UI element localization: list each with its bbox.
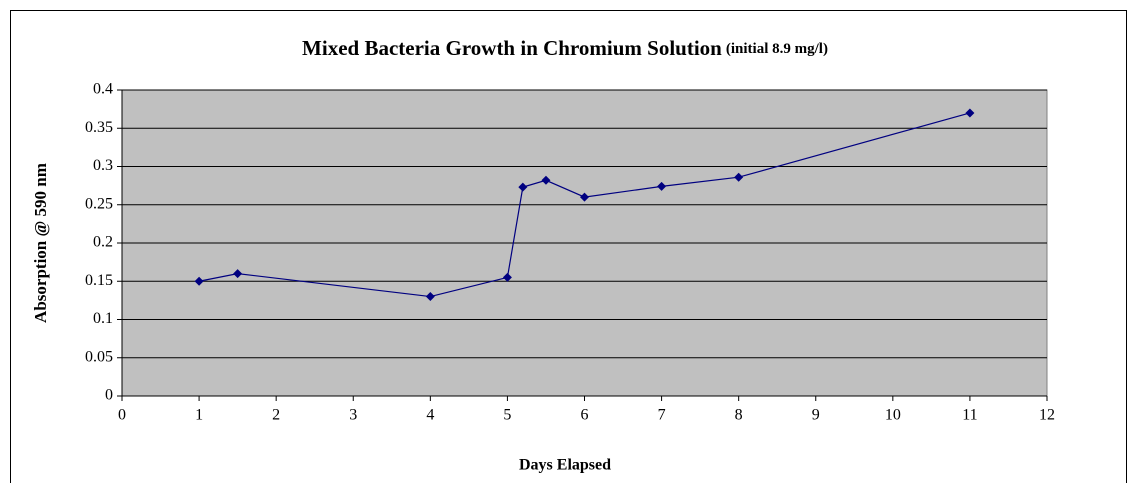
y-tick-label: 0 (105, 387, 113, 404)
data-marker (965, 108, 975, 118)
data-marker (580, 192, 589, 202)
y-axis-label: Absorption @ 590 nm (31, 163, 50, 323)
x-tick-label: 8 (735, 407, 743, 424)
y-tick-label: 0.35 (85, 119, 113, 136)
data-marker (734, 172, 744, 182)
data-marker (425, 292, 435, 302)
x-tick-label: 5 (503, 407, 511, 424)
x-tick-label: 11 (962, 407, 977, 424)
x-tick-label: 6 (581, 407, 589, 424)
x-axis-label: Days Elapsed (519, 457, 611, 474)
data-marker (518, 182, 528, 192)
data-marker (502, 272, 512, 282)
chart-title: Mixed Bacteria Growth in Chromium Soluti… (302, 36, 722, 60)
y-tick-label: 0.25 (85, 195, 113, 212)
x-tick-label: 2 (272, 407, 280, 424)
chart-subtitle: (initial 8.9 mg/l) (726, 41, 828, 57)
data-marker (541, 175, 551, 185)
data-marker (657, 181, 667, 191)
y-tick-label: 0.05 (85, 348, 113, 365)
x-tick-label: 0 (118, 407, 126, 424)
x-tick-label: 12 (1039, 407, 1055, 424)
chart-title-group: Mixed Bacteria Growth in Chromium Soluti… (302, 36, 828, 60)
data-marker (194, 276, 204, 286)
data-marker (233, 269, 243, 279)
x-tick-label: 10 (885, 407, 901, 424)
x-tick-label: 7 (658, 407, 666, 424)
y-tick-label: 0.15 (85, 272, 113, 289)
y-tick-label: 0.2 (93, 234, 113, 251)
y-tick-label: 0.1 (93, 310, 113, 327)
x-tick-label: 4 (426, 407, 434, 424)
x-tick-label: 9 (812, 407, 820, 424)
y-tick-label: 0.3 (93, 157, 113, 174)
x-tick-label: 3 (349, 407, 357, 424)
data-line (198, 112, 971, 298)
y-tick-label: 0.4 (93, 81, 113, 98)
x-tick-label: 1 (195, 407, 203, 424)
